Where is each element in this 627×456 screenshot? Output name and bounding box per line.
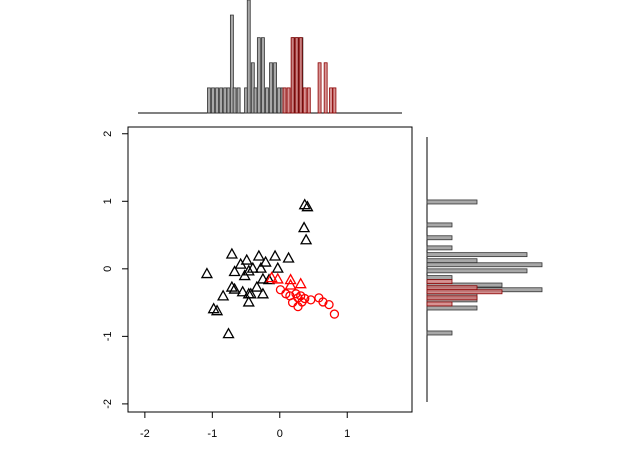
top-hist-bar	[332, 87, 337, 114]
top-hist-bar	[207, 87, 211, 114]
right-hist-bar	[426, 279, 453, 285]
top-hist-bar	[223, 87, 228, 114]
x-tick-label: 1	[344, 428, 350, 440]
top-hist-bar	[298, 37, 303, 114]
top-hist-bar	[329, 87, 333, 114]
x-tick-label: -1	[207, 428, 217, 440]
point	[225, 280, 238, 292]
point	[271, 272, 284, 284]
y-tick-label: -1	[102, 331, 114, 341]
y-tick-label: 2	[102, 131, 114, 137]
point	[324, 299, 334, 310]
point	[228, 282, 241, 294]
point	[250, 280, 263, 292]
top-hist-bar	[236, 87, 241, 114]
point	[242, 295, 255, 307]
right-hist-bar	[426, 252, 528, 258]
x-tick-label: -2	[140, 428, 150, 440]
right-hist-bar	[426, 262, 543, 268]
top-hist-bar	[211, 87, 215, 114]
point	[252, 249, 265, 261]
point	[222, 327, 235, 339]
y-tick-label: 1	[102, 198, 114, 204]
point	[254, 261, 267, 273]
right-hist-bar	[426, 245, 453, 251]
top-hist-bar	[317, 62, 322, 114]
point	[262, 273, 276, 285]
point	[298, 198, 311, 210]
right-hist-bar	[426, 285, 478, 291]
point	[294, 277, 307, 289]
point	[297, 221, 311, 233]
top-hist-bar	[323, 62, 328, 114]
point	[200, 267, 214, 279]
top-hist-bar	[290, 37, 295, 114]
right-hist-bar	[426, 222, 453, 228]
point	[301, 200, 314, 212]
point	[329, 309, 340, 319]
top-hist-bar	[215, 87, 219, 114]
point	[282, 251, 295, 263]
right-hist-bar	[426, 275, 453, 281]
plot-box	[127, 126, 413, 413]
point	[228, 265, 241, 277]
point	[318, 297, 328, 307]
point	[284, 278, 297, 290]
top-hist-bar	[261, 37, 265, 114]
point	[300, 293, 310, 304]
y-tick-label: -2	[102, 399, 114, 409]
top-hist-bar	[277, 87, 282, 114]
point	[256, 272, 270, 284]
right-hist-bar	[426, 258, 478, 264]
right-hist-bar	[426, 330, 453, 336]
top-hist-bar	[282, 87, 287, 114]
point	[256, 287, 270, 299]
point	[299, 233, 313, 245]
right-hist-bar	[426, 295, 478, 301]
top-hist-bar	[265, 87, 269, 114]
top-hist-bar	[226, 87, 231, 114]
point	[284, 273, 297, 285]
right-hist-bar	[426, 199, 478, 205]
point	[275, 285, 286, 295]
top-hist-bar	[306, 87, 311, 114]
point	[287, 297, 298, 308]
top-hist-bar	[253, 87, 258, 114]
point	[268, 249, 282, 261]
top-hist-bar	[246, 0, 251, 114]
point	[210, 304, 224, 316]
right-hist-bar	[426, 235, 453, 241]
point	[236, 285, 249, 297]
right-hist-bar	[426, 305, 478, 311]
point	[259, 255, 272, 267]
top-hist-bar	[273, 62, 277, 114]
top-hist-bar	[294, 37, 299, 114]
y-tick-label: 0	[102, 266, 114, 272]
right-hist-bar	[426, 289, 503, 295]
point	[246, 261, 259, 273]
point	[217, 289, 230, 301]
point	[265, 271, 278, 283]
top-hist-bar	[229, 14, 234, 114]
top-hist-bar	[286, 87, 291, 114]
top-hist-bar	[269, 62, 273, 114]
point	[242, 264, 255, 276]
point	[244, 287, 257, 299]
top-hist-bar	[256, 37, 261, 114]
right-hist-bar	[426, 268, 528, 274]
top-hist-bar	[219, 87, 223, 114]
x-tick-label: 0	[277, 428, 283, 440]
top-hist-bar	[302, 87, 307, 114]
top-hist-bar	[232, 87, 237, 114]
point	[240, 253, 253, 265]
point	[271, 261, 284, 273]
point	[225, 247, 238, 259]
right-hist-bar	[426, 301, 453, 307]
